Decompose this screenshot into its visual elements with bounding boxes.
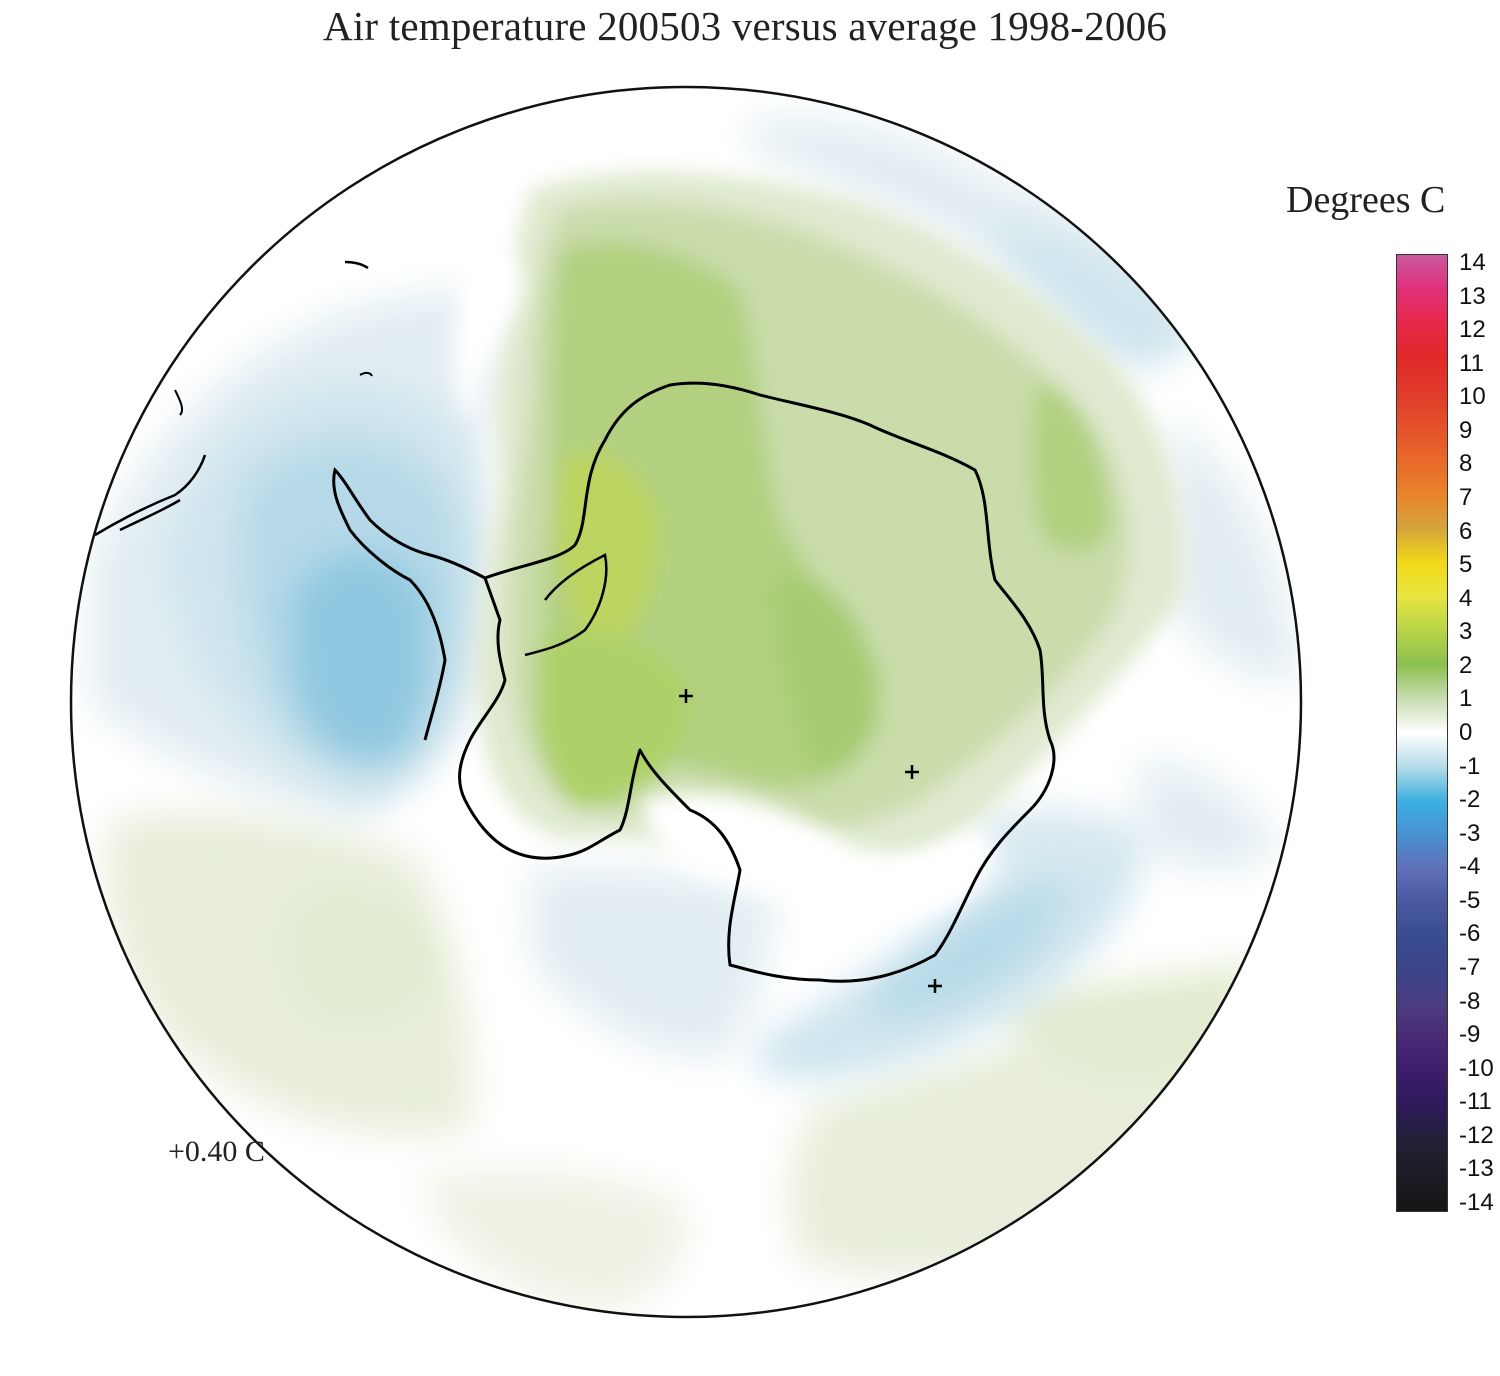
map-title: Air temperature 200503 versus average 19…: [323, 3, 1167, 49]
south-america-tip: [94, 454, 207, 537]
colorbar-tick-label: 0: [1459, 719, 1473, 746]
colorbar-tick-label: 14: [1459, 249, 1486, 276]
colorbar-tick-label: -10: [1459, 1054, 1494, 1082]
map-boundary: [69, 85, 1303, 1319]
colorbar-tick-label: -11: [1459, 1088, 1492, 1116]
colorbar-tick-label: 6: [1459, 517, 1473, 545]
colorbar-tick-label: -12: [1459, 1121, 1494, 1149]
anomaly-field: [71, 87, 1301, 1317]
colorbar-tick-label: -4: [1459, 853, 1481, 881]
colorbar-tick-label: -3: [1459, 819, 1481, 847]
colorbar-tick-label: 4: [1459, 584, 1473, 612]
antarctic-peninsula: [332, 467, 486, 741]
colorbar-tick-label: 13: [1459, 282, 1486, 310]
colorbar-tick-label: 10: [1459, 383, 1486, 411]
ronne-shelf: [524, 553, 608, 657]
colorbar-tick-label: -9: [1459, 1021, 1481, 1049]
colorbar-tick-label: -2: [1459, 786, 1481, 814]
legend-title: Degrees C: [1286, 179, 1446, 221]
colorbar-tick-label: 5: [1459, 551, 1473, 579]
colorbar: [1396, 254, 1448, 1212]
colorbar-tick-label: 11: [1459, 349, 1484, 377]
colorbar-tick-label: -1: [1459, 752, 1481, 780]
colorbar-tick-label: 1: [1459, 685, 1473, 713]
colorbar-tick-label: 2: [1459, 651, 1473, 679]
station-markers: [679, 689, 942, 993]
colorbar-tick-label: 8: [1459, 450, 1473, 478]
colorbar-tick-label: 3: [1459, 618, 1473, 646]
colorbar-tick-label: -14: [1459, 1189, 1494, 1216]
colorbar-tick-label: -6: [1459, 920, 1481, 948]
global-mean-label: +0.40 C: [168, 1135, 265, 1168]
colorbar-tick-label: -7: [1459, 954, 1481, 981]
colorbar-tick-label: -13: [1459, 1155, 1494, 1183]
colorbar-tick-label: 9: [1459, 416, 1473, 444]
colorbar-tick-label: 7: [1459, 484, 1473, 511]
colorbar-tick-label: 12: [1459, 316, 1486, 344]
antarctica-coastline: [458, 381, 1056, 983]
colorbar-tick-label: -8: [1459, 987, 1481, 1015]
colorbar-tick-label: -5: [1459, 886, 1481, 914]
